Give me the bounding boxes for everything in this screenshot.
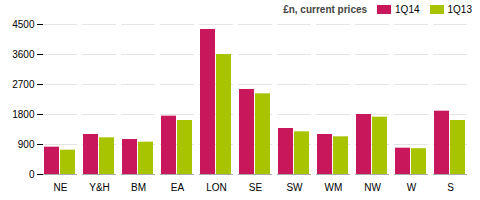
svg-text:WM: WM xyxy=(325,182,343,193)
html-text:1Q13: 1Q13 xyxy=(447,3,472,15)
svg-text:4500: 4500 xyxy=(12,19,35,30)
svg-text:1800: 1800 xyxy=(12,109,35,120)
svg-text:0: 0 xyxy=(29,169,35,180)
svg-text:900: 900 xyxy=(18,139,35,150)
svg-text:S: S xyxy=(447,182,454,193)
svg-text:W: W xyxy=(407,182,417,193)
svg-text:LON: LON xyxy=(206,182,227,193)
svg-text:NE: NE xyxy=(54,182,68,193)
svg-text:EA: EA xyxy=(171,182,185,193)
svg-text:BM: BM xyxy=(131,182,146,193)
html-text:1Q14: 1Q14 xyxy=(395,3,420,15)
svg-text:Y&H: Y&H xyxy=(89,182,110,193)
svg-text:SW: SW xyxy=(286,182,303,193)
svg-text:3600: 3600 xyxy=(12,49,35,60)
svg-text:2700: 2700 xyxy=(12,79,35,90)
html-text:£n, current prices: £n, current prices xyxy=(283,3,368,15)
svg-text:NW: NW xyxy=(364,182,381,193)
svg-text:SE: SE xyxy=(249,182,263,193)
